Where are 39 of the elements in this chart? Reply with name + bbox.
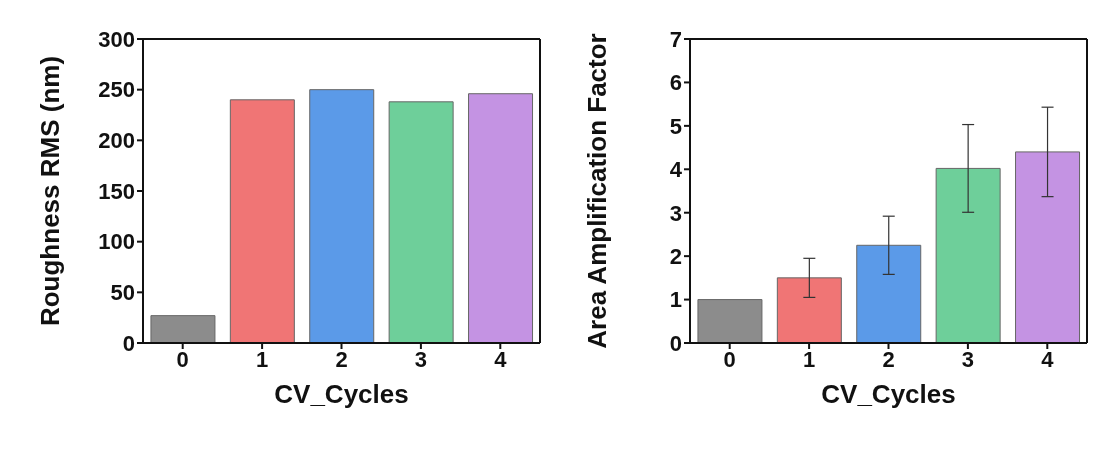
y-tick-label: 2 xyxy=(669,243,682,269)
y-tick-label: 1 xyxy=(669,287,682,313)
x-axis-title: CV_Cycles xyxy=(274,379,409,409)
x-axis-title: CV_Cycles xyxy=(821,379,956,409)
x-tick-label: 3 xyxy=(961,346,975,372)
y-tick-label: 50 xyxy=(110,280,135,306)
y-tick-label: 5 xyxy=(669,113,682,139)
bar xyxy=(776,277,842,343)
bar xyxy=(468,93,534,343)
y-tick-label: 7 xyxy=(669,26,682,52)
y-tick-label: 0 xyxy=(669,330,682,356)
x-tick-label: 2 xyxy=(882,346,895,372)
x-tick-label: 0 xyxy=(723,346,736,372)
y-axis-title: Area Amplification Factor xyxy=(582,33,613,349)
x-tick-label: 1 xyxy=(255,346,269,372)
y-tick-label: 150 xyxy=(98,178,135,204)
x-tick-label: 0 xyxy=(176,346,189,372)
y-tick-label: 250 xyxy=(98,77,135,103)
bar xyxy=(856,244,922,343)
x-tick-label: 1 xyxy=(802,346,816,372)
y-tick-label: 200 xyxy=(98,128,135,154)
bar xyxy=(309,89,375,343)
x-tick-label: 4 xyxy=(494,346,508,372)
y-tick-label: 6 xyxy=(669,70,682,96)
y-tick-label: 0 xyxy=(122,330,135,356)
y-axis-title: Roughness RMS (nm) xyxy=(35,55,66,327)
bar xyxy=(935,167,1001,343)
y-tick-label: 300 xyxy=(98,26,135,52)
bar xyxy=(229,99,295,343)
bar xyxy=(388,101,454,343)
bar xyxy=(697,299,763,343)
bar xyxy=(1015,151,1081,343)
y-tick-label: 3 xyxy=(669,200,682,226)
x-tick-label: 4 xyxy=(1041,346,1055,372)
y-tick-label: 4 xyxy=(669,157,683,183)
y-tick-label: 100 xyxy=(98,229,135,255)
x-tick-label: 2 xyxy=(335,346,348,372)
bar xyxy=(150,315,216,343)
x-tick-label: 3 xyxy=(414,346,428,372)
